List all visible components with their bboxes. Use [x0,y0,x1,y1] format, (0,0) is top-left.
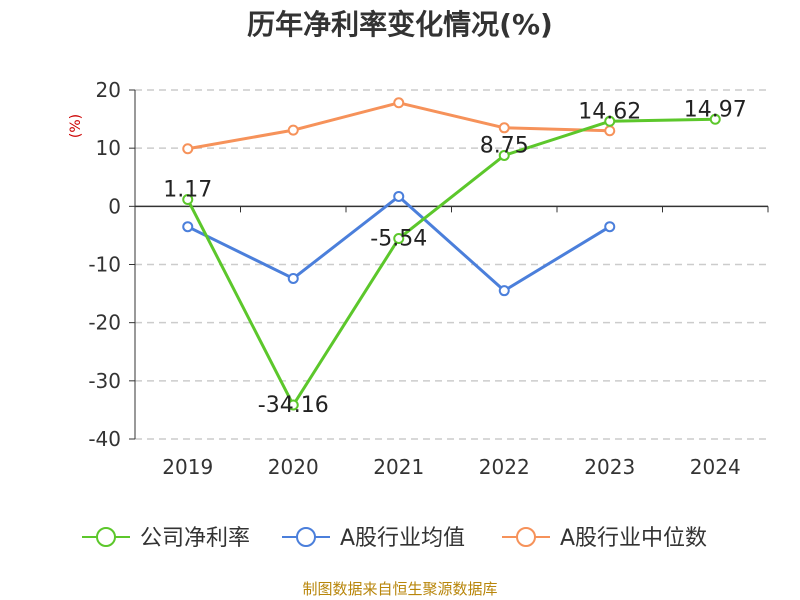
data-label: 14.62 [578,99,641,124]
x-tick-label: 2019 [162,455,213,479]
data-point [393,233,405,245]
y-tick-label: 0 [108,194,121,218]
y-tick-label: -20 [88,311,121,335]
y-tick-label: -30 [88,369,121,393]
chart-title: 历年净利率变化情况(%) [247,8,553,41]
x-tick-label: 2020 [268,455,319,479]
y-tick-label: -10 [88,253,121,277]
series-line [186,117,717,407]
x-tick-label: 2021 [373,455,424,479]
axes: 20 10 0 -10 -20 -30 -40 2019 2020 2021 2022 2023 202… [88,78,769,479]
y-tick-label: -40 [88,427,121,451]
series-lines [182,97,721,411]
data-point [182,194,194,206]
legend-label: A股行业均值 [340,526,465,551]
legend-item: A股行业中位数 [502,526,707,551]
x-tick-label: 2024 [690,455,741,479]
y-tick-label: 20 [96,78,121,102]
data-point [604,125,616,137]
legend-label: A股行业中位数 [560,526,707,551]
series-1 [182,190,616,297]
legend-swatch-marker [296,527,316,547]
data-point [393,97,405,109]
legend-item: A股行业均值 [282,526,465,551]
data-point [182,143,194,155]
data-labels: 1.17 -34.16 -5.54 8.75 14.62 14.97 [163,97,746,418]
legend-label: 公司净利率 [140,526,250,551]
source-note: 制图数据来自恒生聚源数据库 [302,580,497,598]
data-point [393,190,405,202]
data-point [287,399,299,411]
data-label: -5.54 [370,227,427,252]
series-0 [182,113,721,411]
data-point [604,221,616,233]
data-point [182,221,194,233]
series-2 [182,97,616,155]
y-axis-unit: (%) [68,114,84,138]
data-label: -34.16 [258,393,329,418]
y-tick-label: 10 [96,136,121,160]
grid [135,89,768,440]
data-point [287,272,299,284]
data-point [498,149,510,161]
legend-swatch-marker [516,527,536,547]
legend-swatch-marker [96,527,116,547]
data-label: 1.17 [163,178,212,203]
legend-item: 公司净利率 [82,526,250,551]
data-point [604,115,616,127]
data-point [498,285,510,297]
x-tick-label: 2022 [479,455,530,479]
data-label: 8.75 [480,133,529,158]
data-point [709,113,721,125]
data-label: 14.97 [684,97,747,122]
legend: 公司净利率 A股行业均值 A股行业中位数 [82,526,707,551]
data-point [287,124,299,136]
x-tick-label: 2023 [584,455,635,479]
data-point [498,122,510,134]
